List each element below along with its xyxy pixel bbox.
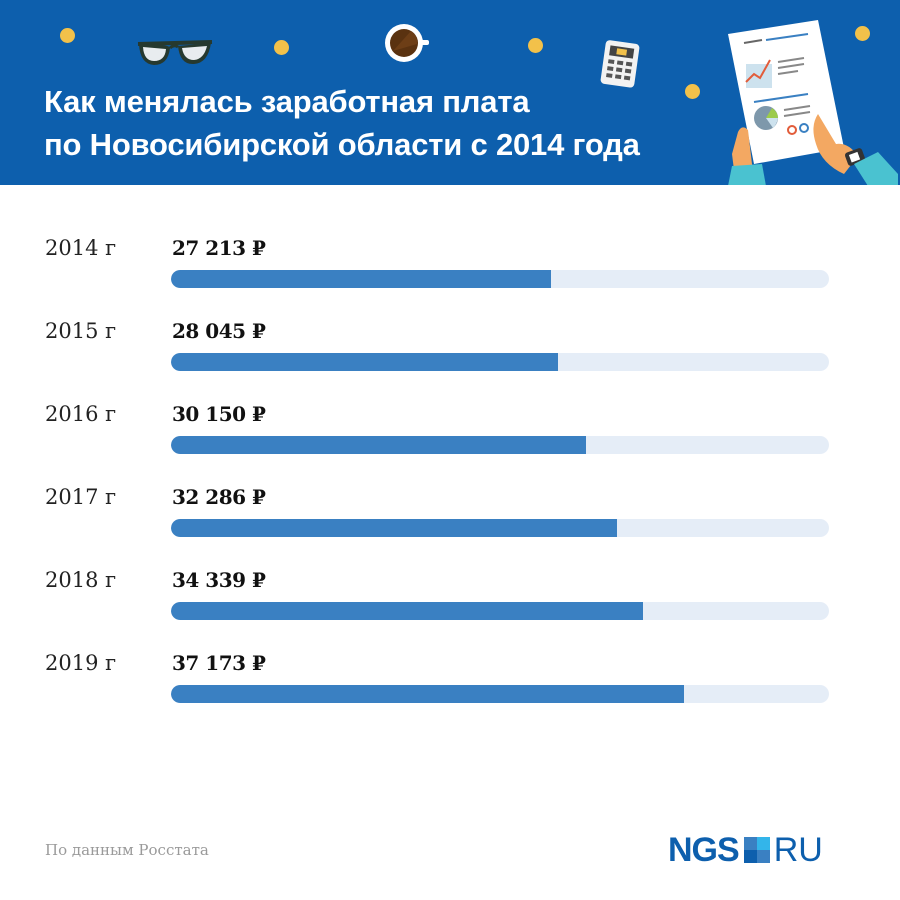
chart-row: 2014 г 27 213 ₽ [0,236,900,296]
bar-fill [171,519,618,537]
glasses-icon [137,40,213,65]
chart-row: 2015 г 28 045 ₽ [0,319,900,379]
title-line-2: по Новосибирской области с 2014 года [44,127,640,162]
coin-icon [685,84,700,99]
year-label: 2016 г [45,402,117,426]
bar-fill [171,685,685,703]
salary-value: 37 173 ₽ [172,651,266,675]
year-label: 2017 г [45,485,117,509]
salary-value: 28 045 ₽ [172,319,266,343]
chart-row: 2016 г 30 150 ₽ [0,402,900,462]
year-label: 2019 г [45,651,117,675]
title-line-1: Как менялась заработная плата [44,84,530,119]
year-label: 2018 г [45,568,117,592]
chart-row: 2019 г 37 173 ₽ [0,651,900,711]
chart-row: 2018 г 34 339 ₽ [0,568,900,628]
source-note: По данным Росстата [45,841,209,859]
page-title: Как менялась заработная плата по Новосиб… [44,80,640,166]
bar-fill [171,436,587,454]
chart-row: 2017 г 32 286 ₽ [0,485,900,545]
logo-squares-icon [743,837,770,863]
bar-fill [171,353,558,371]
bar-track [171,436,829,454]
header-banner: Как менялась заработная плата по Новосиб… [0,0,900,185]
coin-icon [528,38,543,53]
bar-track [171,602,829,620]
year-label: 2015 г [45,319,117,343]
coffee-cup-icon [385,24,429,62]
salary-value: 34 339 ₽ [172,568,266,592]
logo-text-ngs: NGS [668,830,740,869]
calculator-icon [600,40,640,88]
bar-track [171,270,829,288]
bar-track [171,519,829,537]
salary-value: 32 286 ₽ [172,485,266,509]
logo-text-ru: RU [773,830,823,869]
ngs-logo[interactable]: NGS RU [668,831,823,869]
bar-track [171,685,829,703]
salary-value: 30 150 ₽ [172,402,266,426]
bar-track [171,353,829,371]
year-label: 2014 г [45,236,117,260]
bar-fill [171,602,643,620]
coin-icon [60,28,75,43]
coin-icon [274,40,289,55]
salary-value: 27 213 ₽ [172,236,266,260]
coin-icon [855,26,870,41]
report-document-icon [728,20,898,185]
bar-fill [171,270,552,288]
